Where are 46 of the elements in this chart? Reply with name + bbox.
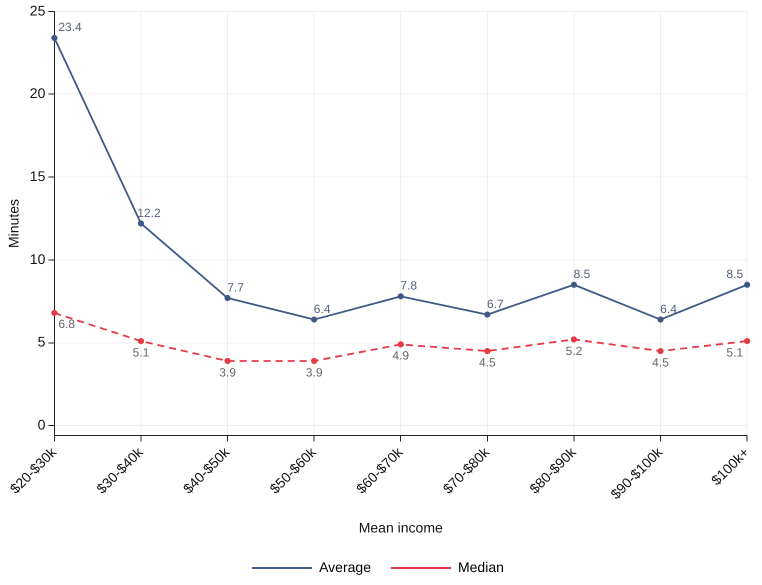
point [570, 336, 578, 343]
y-axis-title: Minutes [5, 198, 22, 248]
data-label: 8.5 [574, 267, 591, 282]
point [484, 348, 490, 354]
point [657, 316, 664, 323]
point [570, 282, 578, 288]
data-label: 4.5 [478, 355, 496, 370]
data-label: 4.9 [392, 348, 410, 363]
data-label: 6.4 [660, 302, 678, 316]
point [224, 294, 231, 302]
data-label: 6.8 [58, 317, 76, 332]
point [398, 293, 404, 300]
point [224, 358, 231, 364]
point [398, 341, 404, 348]
y-tick-label: 15 [30, 168, 46, 184]
y-tick-label: 10 [30, 250, 46, 267]
data-label: 6.4 [314, 302, 331, 316]
data-label: 3.9 [306, 365, 323, 380]
point [744, 338, 750, 344]
data-label: 3.9 [219, 365, 236, 380]
data-label: 8.5 [726, 267, 744, 282]
data-label: 5.1 [132, 345, 150, 360]
legend-label: Average [319, 558, 372, 575]
point [744, 282, 750, 288]
data-label: 4.5 [652, 355, 670, 370]
y-tick-label: 20 [30, 85, 46, 102]
point [51, 310, 58, 316]
point [484, 311, 490, 318]
data-label: 7.7 [227, 280, 244, 294]
y-tick-label: 5 [38, 334, 46, 350]
y-tick-label: 25 [30, 2, 46, 18]
data-label: 7.8 [400, 278, 418, 293]
y-tick-label: 0 [38, 416, 46, 432]
x-axis-title: Mean income [358, 519, 443, 536]
data-label: 5.2 [566, 344, 583, 358]
point [51, 34, 58, 42]
point [311, 358, 318, 364]
data-label: 12.2 [137, 206, 161, 220]
point [138, 338, 144, 344]
point [311, 316, 318, 323]
data-label: 23.4 [58, 20, 82, 34]
data-label: 6.7 [486, 296, 504, 311]
data-label: 5.1 [726, 345, 744, 360]
point [138, 220, 144, 227]
point [657, 348, 664, 354]
legend-label: Median [458, 558, 504, 575]
